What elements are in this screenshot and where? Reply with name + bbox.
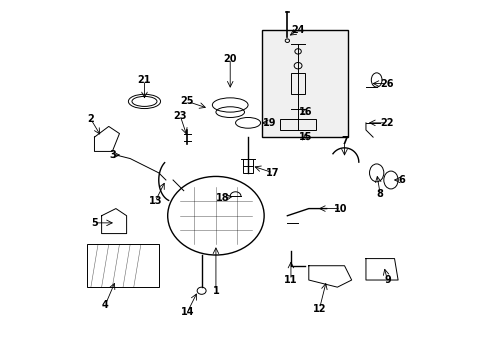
Text: 18: 18 xyxy=(216,193,229,203)
Text: 20: 20 xyxy=(223,54,237,64)
Text: 8: 8 xyxy=(376,189,383,199)
Text: 7: 7 xyxy=(341,136,347,146)
Text: 2: 2 xyxy=(87,114,94,124)
Text: 21: 21 xyxy=(138,75,151,85)
Text: 10: 10 xyxy=(333,203,347,213)
Text: 17: 17 xyxy=(266,168,279,178)
Text: 25: 25 xyxy=(180,96,194,107)
Text: 13: 13 xyxy=(148,197,162,206)
Text: 1: 1 xyxy=(212,286,219,296)
Bar xyxy=(290,73,305,94)
Text: 4: 4 xyxy=(102,300,108,310)
Text: 16: 16 xyxy=(298,107,311,117)
Bar xyxy=(243,158,253,173)
Bar xyxy=(87,244,159,287)
Text: 23: 23 xyxy=(173,111,186,121)
Text: 19: 19 xyxy=(262,118,276,128)
Text: 3: 3 xyxy=(109,150,116,160)
Text: 14: 14 xyxy=(180,307,194,317)
Text: 15: 15 xyxy=(298,132,311,142)
Bar xyxy=(280,119,315,130)
Text: 6: 6 xyxy=(398,175,404,185)
Text: 22: 22 xyxy=(380,118,393,128)
Text: 12: 12 xyxy=(312,303,325,314)
Text: 26: 26 xyxy=(380,78,393,89)
Text: 9: 9 xyxy=(383,275,390,285)
Text: 5: 5 xyxy=(91,218,98,228)
Bar xyxy=(262,30,347,137)
Text: 24: 24 xyxy=(291,25,304,35)
Text: 11: 11 xyxy=(284,275,297,285)
